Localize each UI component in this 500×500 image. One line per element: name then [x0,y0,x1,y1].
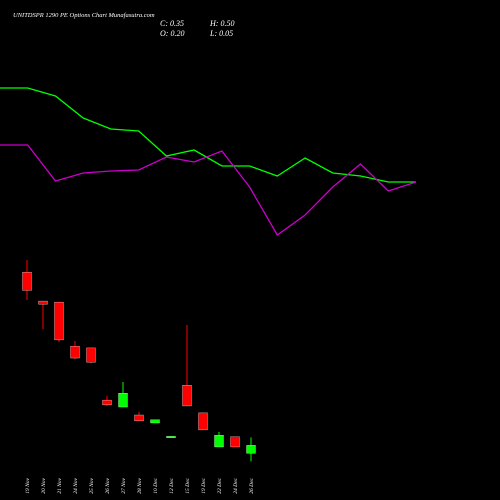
candle-body [86,347,96,363]
x-tick-label: 25 Nov [89,477,95,493]
candle-body [54,301,64,341]
candle-body [70,346,80,359]
candle-body [166,436,176,438]
candle-body [38,300,48,305]
x-tick-label: 26 Nov [105,477,111,493]
x-tick-label: 27 Nov [121,477,127,493]
x-tick-label: 24 Nov [72,477,79,493]
candle-body [102,399,112,406]
x-tick-label: 19 Nov [25,477,31,493]
x-tick-label: 19 Dec [201,477,207,493]
chart-title: UNITDSPR 1290 PE Options Chart Munafasut… [13,12,155,19]
x-tick-label: 22 Dec [217,477,223,493]
low-label: L: 0.05 [209,29,233,38]
candle-body [182,385,192,407]
candle-body [22,272,32,291]
candle-body [246,445,256,454]
candle-body [230,436,240,448]
x-tick-label: 26 Dec [249,477,255,493]
candle-body [134,414,144,422]
x-tick-label: 28 Nov [137,477,143,493]
line-series [0,144,417,236]
candle-body [198,412,208,431]
candle-body [118,393,128,408]
x-tick-label: 24 Dec [232,477,239,493]
x-tick-label: 12 Dec [169,477,175,493]
open-label: O: 0.20 [160,29,184,38]
close-label: C: 0.35 [160,19,184,28]
line-series [0,87,416,183]
x-tick-label: 10 Dec [153,477,159,493]
x-tick-label: 20 Nov [41,477,47,493]
candle-body [150,419,160,424]
x-tick-label: 21 Nov [57,477,63,493]
high-label: H: 0.50 [209,19,234,28]
x-tick-label: 15 Dec [185,477,191,493]
candle-body [214,435,224,448]
